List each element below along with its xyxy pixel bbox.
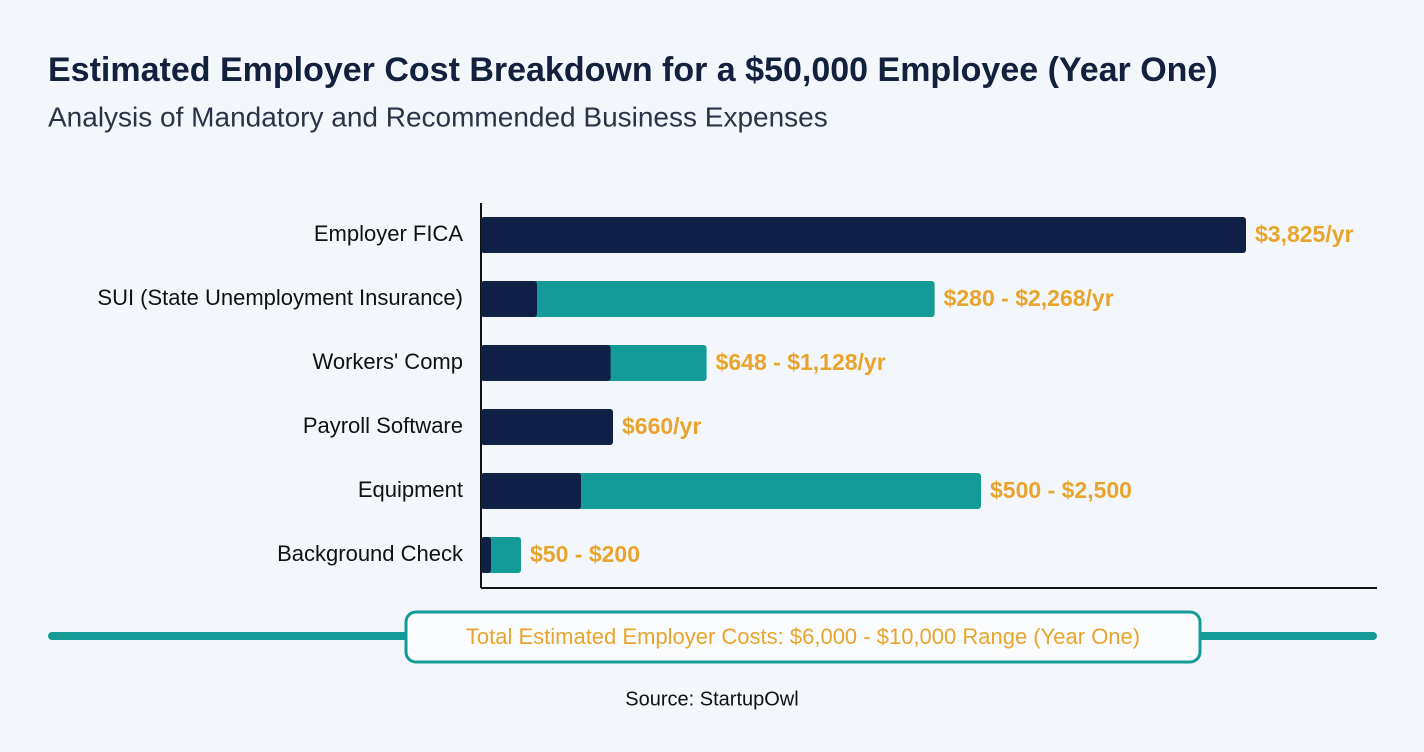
value-label: $280 - $2,268/yr (944, 285, 1114, 311)
value-label: $648 - $1,128/yr (716, 349, 886, 375)
value-label: $50 - $200 (530, 541, 640, 567)
bar (481, 537, 491, 573)
total-box (404, 610, 1202, 664)
bar (481, 281, 935, 317)
category-label: Payroll Software (303, 413, 463, 438)
chart-title: Estimated Employer Cost Breakdown for a … (48, 51, 1218, 89)
bar (481, 409, 613, 445)
total-note: Total Estimated Employer Costs: $6,000 -… (466, 624, 1140, 649)
category-label: Employer FICA (314, 221, 463, 246)
bar (481, 281, 537, 317)
category-label: Equipment (358, 477, 463, 502)
source: Source: StartupOwl (625, 688, 798, 710)
category-label: Background Check (277, 541, 464, 566)
bar (481, 345, 611, 381)
bar (481, 473, 981, 509)
value-label: $660/yr (622, 413, 701, 439)
bar (481, 473, 581, 509)
category-label: SUI (State Unemployment Insurance) (97, 285, 463, 310)
category-label: Workers' Comp (313, 349, 464, 374)
value-label: $3,825/yr (1255, 221, 1354, 247)
bar (481, 217, 1246, 253)
chart-subtitle: Analysis of Mandatory and Recommended Bu… (48, 101, 828, 132)
value-label: $500 - $2,500 (990, 477, 1132, 503)
